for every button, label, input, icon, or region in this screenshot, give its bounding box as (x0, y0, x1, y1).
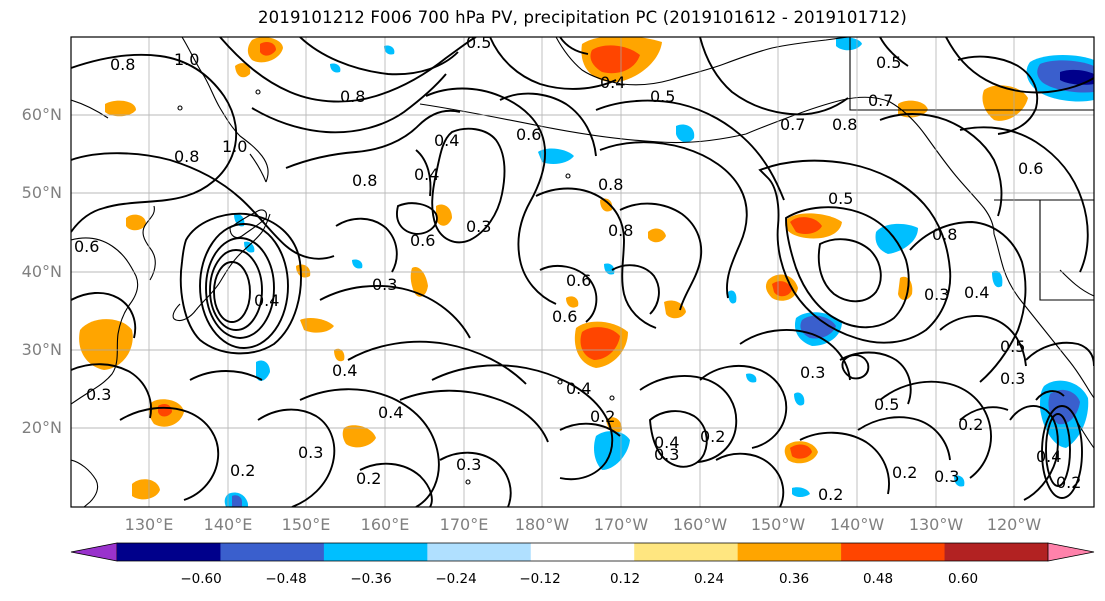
contour-label: 0.8 (832, 115, 857, 134)
contour-label: 0.6 (552, 307, 577, 326)
contour-label: 0.3 (456, 455, 481, 474)
contour-label: 0.3 (654, 445, 679, 464)
colorbar-tick-label: 0.36 (778, 571, 810, 587)
gridlines (71, 37, 1094, 507)
colorbar-tick-label: 0.24 (693, 571, 725, 587)
contour-label: 0.6 (1018, 159, 1043, 178)
contour-label: 0.3 (466, 217, 491, 236)
contour-label: 0.2 (356, 469, 381, 488)
lon-label: 160°W (672, 515, 728, 534)
lat-label: 50°N (21, 183, 62, 202)
contour-label: 0.4 (566, 379, 591, 398)
colorbar-tick-label: −0.12 (519, 571, 561, 587)
contour-label: 0.3 (800, 363, 825, 382)
lon-label: 150°E (281, 515, 331, 534)
colorbar-tick-label: 0.60 (947, 571, 979, 587)
contour-label: 0.6 (516, 125, 541, 144)
colorbar-tick-label: 0.48 (862, 571, 894, 587)
lon-label: 120°W (986, 515, 1042, 534)
precip-shading (79, 37, 1094, 507)
contour-label: 0.8 (932, 225, 957, 244)
colorbar-extend-low (70, 542, 118, 562)
contour-label: 0.8 (110, 55, 135, 74)
contour-label: 1.0 (222, 137, 247, 156)
colorbar-tick-label: 0.12 (609, 571, 641, 587)
lon-label: 170°E (439, 515, 489, 534)
contour-label: 0.7 (780, 115, 805, 134)
contour-label: 0.7 (868, 91, 893, 110)
lon-label: 140°W (829, 515, 885, 534)
contour-label: 0.2 (818, 485, 843, 504)
lon-label: 180°W (514, 515, 570, 534)
lon-label: 130°W (908, 515, 964, 534)
colorbar-segment (323, 543, 428, 561)
colorbar-segment (737, 543, 842, 561)
colorbar-outline (117, 542, 1048, 562)
contour-label: 0.5 (828, 189, 853, 208)
contour-label: 0.4 (600, 73, 625, 92)
contour-label: 0.3 (372, 275, 397, 294)
contour-label: 0.4 (964, 283, 989, 302)
contour-label: 0.5 (874, 395, 899, 414)
contour-label: 0.5 (1000, 337, 1025, 356)
contour-labels: 0.8 1.0 0.5 0.8 0.4 0.5 0.6 0.8 0.8 0.5 … (74, 33, 1081, 504)
colorbar-tick-label: −0.48 (265, 571, 307, 587)
contour-label: 0.6 (410, 231, 435, 250)
contour-label: 1.0 (174, 50, 199, 69)
lon-label: 150°W (750, 515, 806, 534)
lon-label: 170°W (593, 515, 649, 534)
contour-label: 0.2 (230, 461, 255, 480)
contour-label: 0.2 (700, 427, 725, 446)
contour-label: 0.3 (298, 443, 323, 462)
colorbar-extend-high (1047, 542, 1095, 562)
contour-label: 0.2 (958, 415, 983, 434)
contour-label: 0.5 (876, 53, 901, 72)
contour-label: 0.5 (466, 33, 491, 52)
colorbar-tick-label: −0.24 (435, 571, 477, 587)
contour-label: 0.3 (924, 285, 949, 304)
colorbar (70, 542, 1095, 562)
lat-label: 20°N (21, 418, 62, 437)
contour-label: 0.8 (174, 147, 199, 166)
contour-label: 0.3 (1000, 369, 1025, 388)
contour-label: 0.8 (598, 175, 623, 194)
map-title: 2019101212 F006 700 hPa PV, precipitatio… (257, 8, 908, 27)
contour-label: 0.4 (414, 165, 439, 184)
lon-label: 140°E (203, 515, 253, 534)
colorbar-segment (117, 543, 221, 561)
contour-label: 0.3 (934, 467, 959, 486)
contour-label: 0.4 (654, 433, 679, 452)
contour-label: 0.6 (566, 271, 591, 290)
contour-label: 0.4 (434, 131, 459, 150)
lat-label: 40°N (21, 262, 62, 281)
colorbar-segment (427, 543, 532, 561)
contour-label: 0.8 (608, 221, 633, 240)
colorbar-tick-label: −0.60 (180, 571, 222, 587)
lon-label: 160°E (360, 515, 410, 534)
colorbar-segment (530, 543, 635, 561)
contour-label: 0.4 (1036, 447, 1061, 466)
lat-label: 30°N (21, 340, 62, 359)
contour-label: 0.3 (86, 385, 111, 404)
pv-contours (71, 37, 1094, 507)
colorbar-segment (220, 543, 325, 561)
contour-label: 0.5 (650, 87, 675, 106)
map-border (70, 36, 1095, 508)
contour-label: 0.2 (892, 463, 917, 482)
contour-label: 0.2 (1056, 473, 1081, 492)
lat-label: 60°N (21, 105, 62, 124)
contour-label: 0.4 (254, 291, 279, 310)
colorbar-segment (634, 543, 739, 561)
contour-label: 0.4 (378, 403, 403, 422)
contour-label: 0.6 (74, 237, 99, 256)
contour-label: 0.8 (340, 87, 365, 106)
lon-label: 130°E (124, 515, 174, 534)
colorbar-segment (841, 543, 946, 561)
contour-label: 0.4 (332, 361, 357, 380)
colorbar-tick-label: −0.36 (350, 571, 392, 587)
contour-label: 0.2 (590, 407, 615, 426)
contour-label: 0.8 (352, 171, 377, 190)
colorbar-segment (944, 543, 1049, 561)
